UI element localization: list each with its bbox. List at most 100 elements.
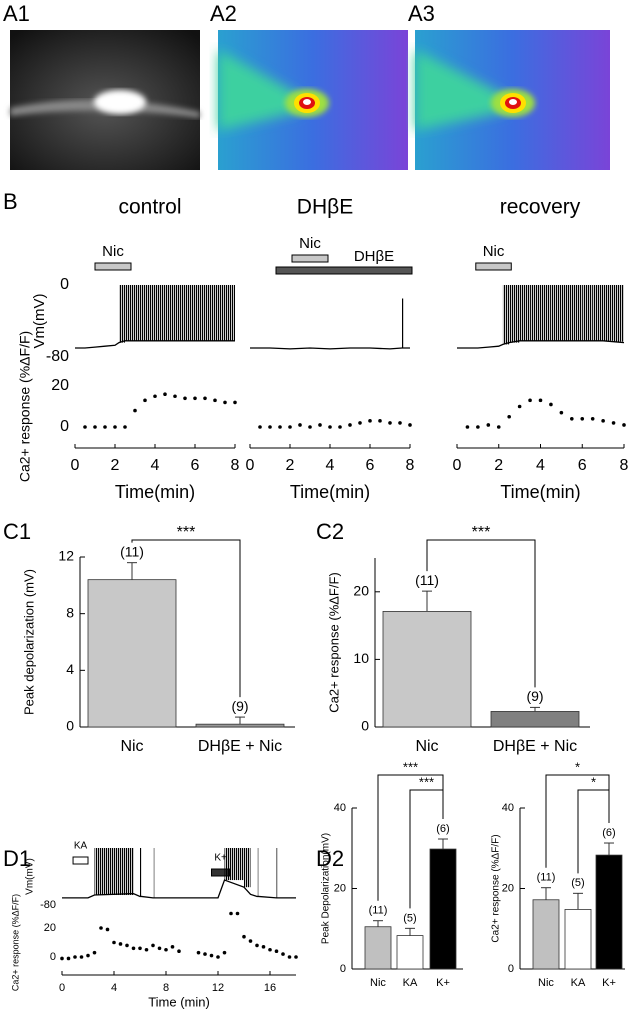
ca-point bbox=[287, 955, 292, 959]
panel-label: D2 bbox=[316, 846, 344, 871]
ca-point bbox=[268, 425, 272, 429]
x-tick-label: 6 bbox=[366, 457, 375, 474]
ca-point bbox=[131, 946, 136, 951]
ca-point bbox=[281, 952, 285, 956]
x-tick-label: 2 bbox=[111, 457, 120, 474]
spike-burst bbox=[215, 285, 225, 341]
significance-label: *** bbox=[472, 524, 491, 541]
ca-point bbox=[164, 947, 168, 952]
ca-point bbox=[248, 939, 253, 943]
spike-burst bbox=[561, 285, 572, 341]
ca-point bbox=[528, 398, 532, 403]
ca-point bbox=[408, 423, 412, 427]
ca-point bbox=[294, 955, 298, 959]
bar bbox=[382, 611, 472, 728]
spike-burst bbox=[402, 298, 404, 348]
spike-burst bbox=[205, 285, 215, 341]
ca-point bbox=[163, 392, 167, 397]
ca-point bbox=[222, 950, 227, 955]
ca-point bbox=[233, 400, 237, 405]
spike-burst bbox=[603, 285, 614, 341]
ca-point bbox=[570, 417, 574, 421]
spike-burst bbox=[592, 285, 604, 341]
x-tick-label: 2 bbox=[494, 457, 503, 474]
spike-burst bbox=[185, 285, 195, 341]
ca-point bbox=[496, 425, 501, 429]
spike-burst bbox=[145, 285, 155, 341]
ca-tick-label: 20 bbox=[44, 922, 56, 934]
n-label: (9) bbox=[526, 688, 543, 704]
bar bbox=[532, 899, 560, 970]
y-axis-label: Peak depolarization (mV) bbox=[21, 569, 36, 715]
ca-point bbox=[242, 934, 246, 939]
stimulus-label: Nic bbox=[483, 243, 505, 260]
ca-point bbox=[93, 425, 97, 429]
y-tick-label: 20 bbox=[502, 882, 514, 894]
spike-burst bbox=[613, 285, 624, 342]
y-tick-label: 4 bbox=[66, 661, 74, 677]
x-tick-label: 8 bbox=[231, 457, 240, 474]
ca-point bbox=[590, 417, 595, 421]
x-tick-label: 0 bbox=[453, 457, 462, 474]
significance-label: * bbox=[575, 759, 580, 774]
stimulus-label: Nic bbox=[299, 235, 321, 252]
ca-point bbox=[216, 955, 220, 959]
spike-burst bbox=[153, 848, 155, 898]
ca-axis-label: Ca2+ response (%ΔF/F) bbox=[17, 331, 33, 482]
ca-point bbox=[86, 953, 90, 958]
n-label: (11) bbox=[369, 905, 388, 917]
category-label: DHβE + Nic bbox=[198, 738, 282, 755]
spike-burst bbox=[225, 285, 235, 341]
ca-point bbox=[538, 398, 543, 403]
x-axis-label: Time(min) bbox=[290, 482, 370, 502]
ca-point bbox=[308, 425, 312, 429]
ca-point bbox=[559, 410, 564, 415]
y-tick-label: 20 bbox=[334, 882, 346, 894]
ca-point bbox=[157, 946, 162, 951]
bar bbox=[364, 926, 392, 970]
y-tick-label: 10 bbox=[353, 650, 369, 666]
n-label: (11) bbox=[537, 872, 556, 884]
category-label: Nic bbox=[538, 977, 554, 989]
ca-point bbox=[103, 425, 107, 429]
ca-point bbox=[261, 945, 266, 949]
spike-burst bbox=[165, 285, 175, 341]
significance-label: *** bbox=[177, 524, 196, 541]
n-label: (6) bbox=[602, 827, 615, 839]
ca-point bbox=[79, 955, 84, 959]
x-tick-label: 0 bbox=[71, 457, 80, 474]
ca-point bbox=[358, 421, 362, 425]
ca-tick-label: 0 bbox=[50, 951, 56, 963]
category-label: K+ bbox=[602, 977, 616, 989]
n-label: (9) bbox=[231, 698, 248, 714]
category-label: KA bbox=[571, 977, 586, 989]
ca-point bbox=[549, 402, 553, 407]
significance-label: * bbox=[591, 774, 596, 789]
bar bbox=[195, 723, 285, 728]
spike-burst bbox=[135, 285, 145, 341]
ca-point bbox=[338, 425, 342, 429]
y-tick-label: 40 bbox=[334, 802, 346, 814]
spike-burst bbox=[502, 285, 510, 345]
x-tick-label: 0 bbox=[246, 457, 255, 474]
spike-burst bbox=[119, 285, 125, 343]
ca-axis-label: Ca2+ response (%ΔF/F) bbox=[10, 894, 20, 991]
ca-point bbox=[133, 408, 137, 413]
ca-point bbox=[105, 927, 110, 932]
vm-tick-label: -80 bbox=[46, 348, 69, 365]
ca-point bbox=[153, 394, 157, 399]
stimulus-bar bbox=[72, 856, 89, 865]
x-tick-label: 8 bbox=[163, 982, 169, 994]
image-a1 bbox=[10, 30, 200, 170]
x-tick-label: 0 bbox=[59, 982, 65, 994]
y-tick-label: 0 bbox=[361, 718, 369, 734]
ca-point bbox=[268, 947, 272, 952]
x-tick-label: 12 bbox=[212, 982, 224, 994]
panel-label: C1 bbox=[3, 519, 31, 544]
vm-trace bbox=[250, 347, 410, 350]
y-tick-label: 40 bbox=[502, 802, 514, 814]
ca-point bbox=[123, 425, 127, 429]
stimulus-bar bbox=[94, 262, 132, 271]
ca-point bbox=[486, 423, 491, 427]
x-tick-label: 8 bbox=[620, 457, 629, 474]
